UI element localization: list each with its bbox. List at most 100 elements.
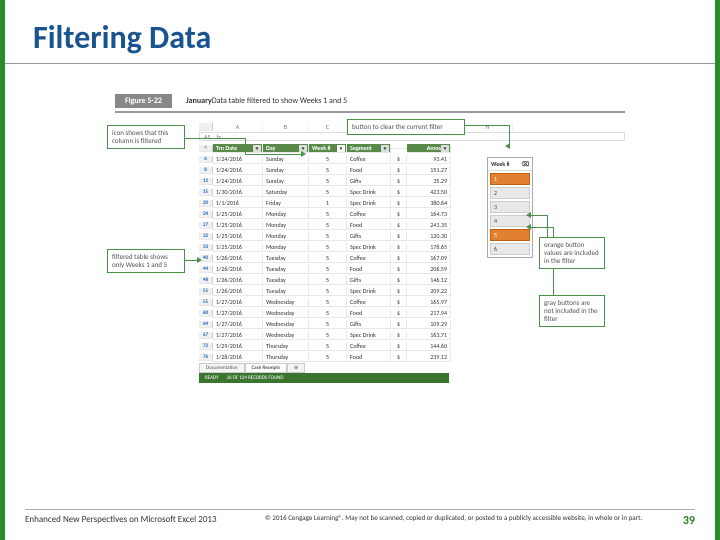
- cell-currency[interactable]: $: [391, 331, 407, 340]
- cell-week[interactable]: 5: [309, 232, 347, 241]
- cell-date[interactable]: 1/25/2016: [213, 221, 263, 230]
- row-num[interactable]: 76: [199, 354, 213, 361]
- cell-day[interactable]: Monday: [263, 221, 309, 230]
- cell-amount[interactable]: 151.27: [407, 166, 451, 175]
- col-b[interactable]: B: [263, 123, 309, 131]
- row-num[interactable]: 72: [199, 343, 213, 350]
- cell-week[interactable]: 5: [309, 309, 347, 318]
- cell-segment[interactable]: Spec Drink: [347, 188, 391, 197]
- cell-currency[interactable]: $: [391, 265, 407, 274]
- cell-date[interactable]: 1/26/2016: [213, 265, 263, 274]
- cell-segment[interactable]: Food: [347, 221, 391, 230]
- hdr-trn-date[interactable]: Trn Date▾: [213, 144, 263, 153]
- cell-amount[interactable]: 209.22: [407, 287, 451, 296]
- cell-amount[interactable]: 163.71: [407, 331, 451, 340]
- slicer-item[interactable]: 5: [490, 229, 530, 241]
- cell-amount[interactable]: 144.60: [407, 342, 451, 351]
- cell-date[interactable]: 1/25/2016: [213, 232, 263, 241]
- cell-week[interactable]: 5: [309, 210, 347, 219]
- cell-currency[interactable]: $: [391, 166, 407, 175]
- cell-currency[interactable]: $: [391, 276, 407, 285]
- cell-segment[interactable]: Spec Drink: [347, 287, 391, 296]
- cell-amount[interactable]: 93.41: [407, 155, 451, 164]
- cell-day[interactable]: Saturday: [263, 188, 309, 197]
- cell-currency[interactable]: $: [391, 199, 407, 208]
- cell-day[interactable]: Sunday: [263, 177, 309, 186]
- table-row[interactable]: 61/24/2016Sunday5Coffee$93.41: [199, 154, 625, 165]
- cell-day[interactable]: Thursday: [263, 342, 309, 351]
- table-row[interactable]: 81/24/2016Sunday5Food$151.27: [199, 165, 625, 176]
- cell-week[interactable]: 5: [309, 331, 347, 340]
- row-num[interactable]: 12: [199, 178, 213, 185]
- cell-segment[interactable]: Food: [347, 353, 391, 362]
- cell-week[interactable]: 5: [309, 342, 347, 351]
- cell-day[interactable]: Tuesday: [263, 265, 309, 274]
- table-row[interactable]: 721/29/2016Thursday5Coffee$144.60: [199, 341, 625, 352]
- cell-amount[interactable]: 423.50: [407, 188, 451, 197]
- cell-amount[interactable]: 109.29: [407, 320, 451, 329]
- row-num[interactable]: 8: [199, 167, 213, 174]
- cell-segment[interactable]: Coffee: [347, 254, 391, 263]
- cell-date[interactable]: 1/1/2016: [213, 199, 263, 208]
- cell-currency[interactable]: $: [391, 188, 407, 197]
- cell-amount[interactable]: 380.64: [407, 199, 451, 208]
- row-num[interactable]: 48: [199, 277, 213, 284]
- cell-segment[interactable]: Food: [347, 309, 391, 318]
- table-row[interactable]: 151/30/2016Saturday5Spec Drink$423.50: [199, 187, 625, 198]
- fx-icon[interactable]: fx: [217, 133, 221, 141]
- cell-currency[interactable]: $: [391, 243, 407, 252]
- row-num[interactable]: 4: [199, 145, 213, 152]
- cell-segment[interactable]: Food: [347, 166, 391, 175]
- cell-week[interactable]: 5: [309, 254, 347, 263]
- cell-day[interactable]: Thursday: [263, 353, 309, 362]
- cell-segment[interactable]: Coffee: [347, 210, 391, 219]
- cell-amount[interactable]: 206.59: [407, 265, 451, 274]
- cell-date[interactable]: 1/24/2016: [213, 166, 263, 175]
- cell-date[interactable]: 1/27/2016: [213, 331, 263, 340]
- cell-segment[interactable]: Spec Drink: [347, 331, 391, 340]
- week-slicer[interactable]: Week # ⌧ 123456: [487, 157, 533, 258]
- cell-amount[interactable]: 239.12: [407, 353, 451, 362]
- cell-segment[interactable]: Gifts: [347, 276, 391, 285]
- cell-currency[interactable]: $: [391, 221, 407, 230]
- filter-dropdown-icon[interactable]: ▾: [381, 145, 389, 153]
- cell-week[interactable]: 5: [309, 166, 347, 175]
- cell-date[interactable]: 1/25/2016: [213, 210, 263, 219]
- cell-week[interactable]: 5: [309, 298, 347, 307]
- hdr-segment[interactable]: Segment▾: [347, 144, 391, 153]
- cell-currency[interactable]: $: [391, 320, 407, 329]
- table-row[interactable]: 201/1/2016Friday1Spec Drink$380.64: [199, 198, 625, 209]
- cell-segment[interactable]: Gifts: [347, 232, 391, 241]
- cell-week[interactable]: 5: [309, 287, 347, 296]
- row-num[interactable]: 55: [199, 299, 213, 306]
- cell-currency[interactable]: $: [391, 155, 407, 164]
- filter-dropdown-icon[interactable]: ▾: [253, 145, 261, 153]
- cell-week[interactable]: 5: [309, 265, 347, 274]
- cell-segment[interactable]: Coffee: [347, 298, 391, 307]
- table-row[interactable]: 481/26/2016Tuesday5Gifts$146.12: [199, 275, 625, 286]
- cell-week[interactable]: 5: [309, 276, 347, 285]
- cell-week[interactable]: 5: [309, 177, 347, 186]
- cell-amount[interactable]: 146.12: [407, 276, 451, 285]
- cell-day[interactable]: Monday: [263, 243, 309, 252]
- tab-new[interactable]: ⊕: [287, 363, 305, 373]
- row-num[interactable]: 67: [199, 332, 213, 339]
- cell-amount[interactable]: 35.29: [407, 177, 451, 186]
- cell-currency[interactable]: $: [391, 254, 407, 263]
- cell-week[interactable]: 1: [309, 199, 347, 208]
- slicer-item[interactable]: 1: [490, 173, 530, 185]
- table-row[interactable]: 121/24/2016Sunday5Gifts$35.29: [199, 176, 625, 187]
- cell-date[interactable]: 1/26/2016: [213, 276, 263, 285]
- row-num[interactable]: 51: [199, 288, 213, 295]
- cell-segment[interactable]: Food: [347, 265, 391, 274]
- cell-date[interactable]: 1/28/2016: [213, 353, 263, 362]
- cell-amount[interactable]: 241.35: [407, 221, 451, 230]
- cell-week[interactable]: 5: [309, 320, 347, 329]
- row-num[interactable]: 20: [199, 200, 213, 207]
- row-num[interactable]: 44: [199, 266, 213, 273]
- row-num[interactable]: 15: [199, 189, 213, 196]
- cell-currency[interactable]: $: [391, 232, 407, 241]
- cell-date[interactable]: 1/26/2016: [213, 254, 263, 263]
- cell-day[interactable]: Tuesday: [263, 254, 309, 263]
- tab-cash-receipts[interactable]: Cash Receipts: [245, 363, 287, 373]
